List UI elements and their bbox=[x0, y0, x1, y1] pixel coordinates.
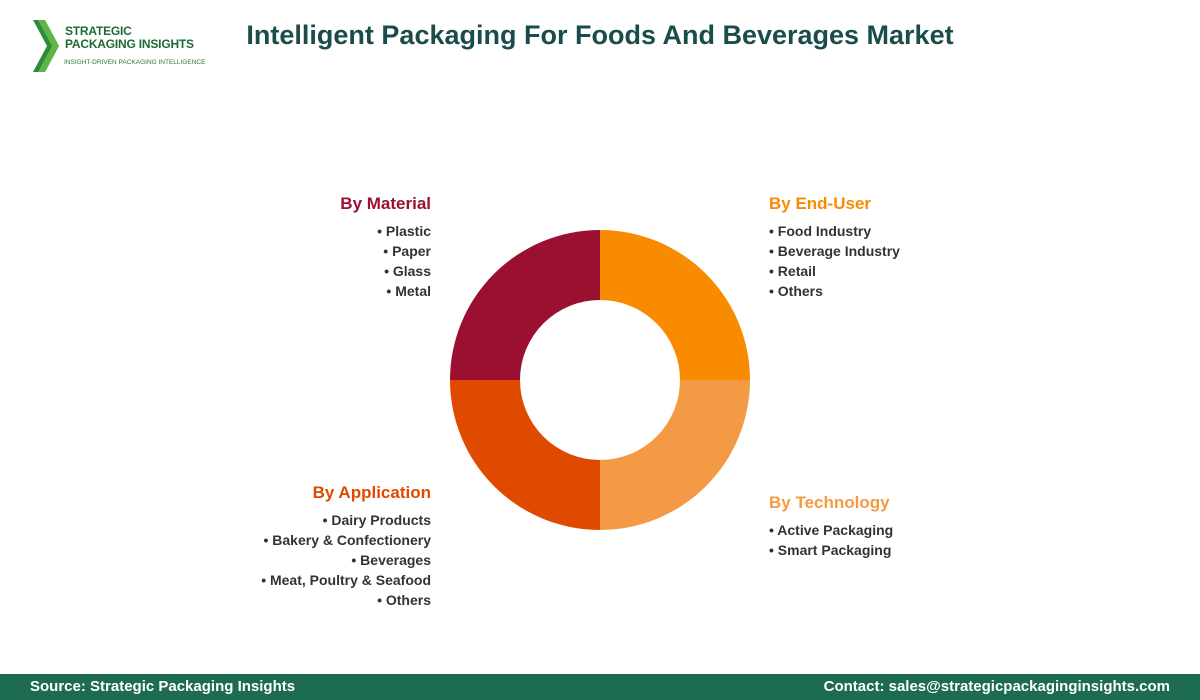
segment-list-technology: • Active Packaging • Smart Packaging bbox=[769, 520, 1029, 560]
segment-title-application: By Application bbox=[312, 483, 431, 502]
segment-list-item: • Others bbox=[377, 592, 431, 608]
segment-end-user: By End-User • Food Industry • Beverage In… bbox=[769, 194, 1029, 301]
segment-technology: By Technology • Active Packaging • Smart … bbox=[769, 493, 1029, 560]
segment-list-item: • Smart Packaging bbox=[769, 542, 892, 558]
segment-list-item: • Plastic bbox=[377, 223, 431, 239]
footer-bar: Source: Strategic Packaging Insights Con… bbox=[0, 674, 1200, 700]
donut-slice-by-material bbox=[450, 230, 600, 380]
segment-title-material: By Material bbox=[340, 194, 431, 213]
segment-list-application: • Dairy Products • Bakery & Confectionery… bbox=[171, 510, 431, 610]
segment-list-item: • Others bbox=[769, 283, 823, 299]
segment-list-item: • Food Industry bbox=[769, 223, 872, 239]
segment-list-item: • Retail bbox=[769, 263, 816, 279]
footer-source: Source: Strategic Packaging Insights bbox=[30, 678, 296, 695]
segment-list-item: • Dairy Products bbox=[322, 512, 431, 528]
donut-slice-by-application bbox=[450, 380, 600, 530]
segment-list-item: • Beverages bbox=[351, 552, 431, 568]
segment-application: By Application • Dairy Products • Bakery … bbox=[171, 483, 431, 610]
footer-contact: Contact: sales@strategicpackaginginsight… bbox=[823, 678, 1170, 695]
segment-list-end-user: • Food Industry • Beverage Industry • Reta… bbox=[769, 221, 1029, 301]
segment-list-item: • Beverage Industry bbox=[769, 243, 900, 259]
segment-title-technology: By Technology bbox=[769, 493, 890, 512]
segment-list-item: • Glass bbox=[384, 263, 431, 279]
donut-slice-by-end-user bbox=[600, 230, 750, 380]
logo-text-line2: PACKAGING INSIGHTS bbox=[65, 37, 194, 51]
donut-slice-by-technology bbox=[600, 380, 750, 530]
logo-tagline: INSIGHT-DRIVEN PACKAGING INTELLIGENCE bbox=[64, 59, 206, 66]
segment-material: By Material • Plastic • Paper • Glass • Met… bbox=[171, 194, 431, 301]
segment-list-item: • Metal bbox=[386, 283, 431, 299]
segment-list-item: • Paper bbox=[383, 243, 431, 259]
logo-text-line1: STRATEGIC bbox=[65, 24, 132, 38]
chevron-arrow-icon bbox=[33, 20, 59, 72]
segment-title-end-user: By End-User bbox=[769, 194, 872, 213]
donut-chart bbox=[450, 230, 750, 530]
segment-list-item: • Active Packaging bbox=[769, 522, 894, 538]
company-logo: STRATEGIC PACKAGING INSIGHTS INSIGHT-DRI… bbox=[33, 20, 205, 72]
segment-list-item: • Meat, Poultry & Seafood bbox=[261, 572, 431, 588]
page-title: Intelligent Packaging For Foods And Beve… bbox=[246, 20, 954, 50]
segment-list-item: • Bakery & Confectionery bbox=[263, 532, 431, 548]
segment-list-material: • Plastic • Paper • Glass • Metal bbox=[171, 221, 431, 301]
